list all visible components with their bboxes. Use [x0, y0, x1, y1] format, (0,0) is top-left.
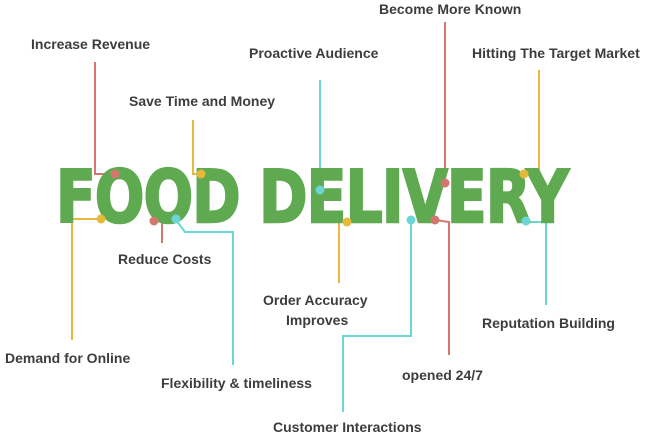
connector-target-market: [524, 70, 540, 175]
label-become-more-known: Become More Known: [379, 1, 521, 17]
dot-reputation: [521, 216, 531, 226]
dot-become-known: [440, 178, 450, 188]
dot-proactive-audience: [315, 185, 325, 195]
dot-target-market: [519, 169, 529, 179]
label-save-time-money: Save Time and Money: [129, 93, 275, 109]
label-increase-revenue: Increase Revenue: [31, 36, 150, 52]
dot-demand-online: [96, 214, 106, 224]
label-reduce-costs: Reduce Costs: [118, 251, 212, 267]
dot-reduce-costs: [149, 216, 159, 226]
dot-save-time: [196, 169, 206, 179]
dot-flexibility: [171, 214, 181, 224]
dot-customer-interactions: [406, 215, 416, 225]
connector-reputation: [526, 221, 547, 305]
connector-increase-revenue: [94, 62, 115, 175]
label-customer-interactions: Customer Interactions: [273, 419, 422, 435]
dot-opened-247: [430, 215, 440, 225]
label-flexibility: Flexibility & timeliness: [161, 375, 312, 391]
connector-flexibility: [175, 219, 234, 365]
labels: Become More Known Increase Revenue Proac…: [5, 1, 640, 435]
label-order-accuracy-line2: Improves: [286, 312, 348, 328]
label-order-accuracy-line1: Order Accuracy: [263, 292, 368, 308]
label-hitting-target-market: Hitting The Target Market: [472, 45, 640, 61]
label-reputation-building: Reputation Building: [482, 315, 615, 331]
label-opened-24-7: opened 24/7: [402, 367, 483, 383]
connectors: [71, 22, 547, 412]
label-demand-for-online: Demand for Online: [5, 350, 130, 366]
connector-customer-interactions: [342, 220, 412, 412]
label-proactive-audience: Proactive Audience: [249, 45, 379, 61]
main-title: FOOD DELIVERY: [56, 155, 570, 239]
dot-increase-revenue: [110, 169, 120, 179]
connector-opened-247: [434, 219, 450, 355]
connector-dots: [96, 169, 531, 227]
connector-demand-online: [71, 218, 101, 340]
dot-order-accuracy: [342, 217, 352, 227]
